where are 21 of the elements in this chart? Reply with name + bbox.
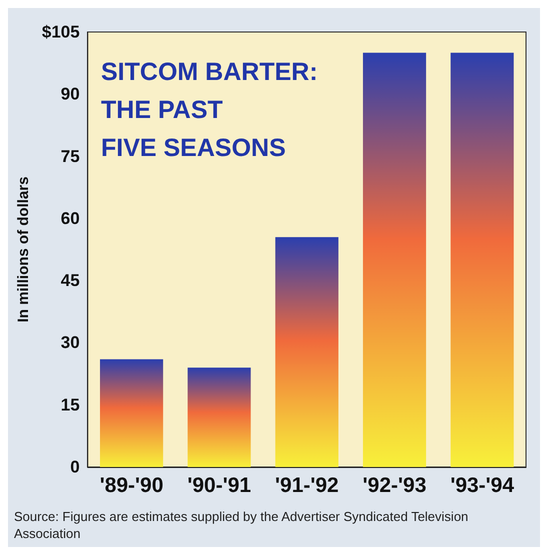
y-tick-label: 75 [60, 146, 80, 166]
y-tick-label: 15 [60, 395, 80, 414]
text: SITCOM BARTER: THE PAST FIVE SEASONS [101, 58, 318, 162]
x-tick-label: '89-'90 [100, 474, 164, 497]
x-tick-label: '93-'94 [450, 474, 514, 497]
y-tick-label: 90 [60, 84, 80, 104]
y-tick-label: 30 [60, 333, 80, 352]
x-tick-label: '92-'93 [362, 474, 426, 497]
y-axis-title: In millions of dollars [15, 176, 32, 322]
x-tick-label: '91-'92 [275, 474, 339, 497]
bar [450, 52, 514, 467]
y-tick-label: 45 [60, 271, 80, 290]
y-tick-label: 0 [70, 458, 80, 476]
bar [100, 359, 164, 467]
bar [362, 52, 426, 467]
bar [275, 237, 338, 467]
y-tick-label: $105 [42, 22, 80, 42]
y-tick-label: 60 [60, 208, 80, 228]
x-tick-label: '90-'91 [187, 474, 252, 497]
source-note: Source: Figures are estimates supplied by the Advertiser Syndicated Television Association [14, 509, 472, 541]
bar [188, 368, 251, 467]
